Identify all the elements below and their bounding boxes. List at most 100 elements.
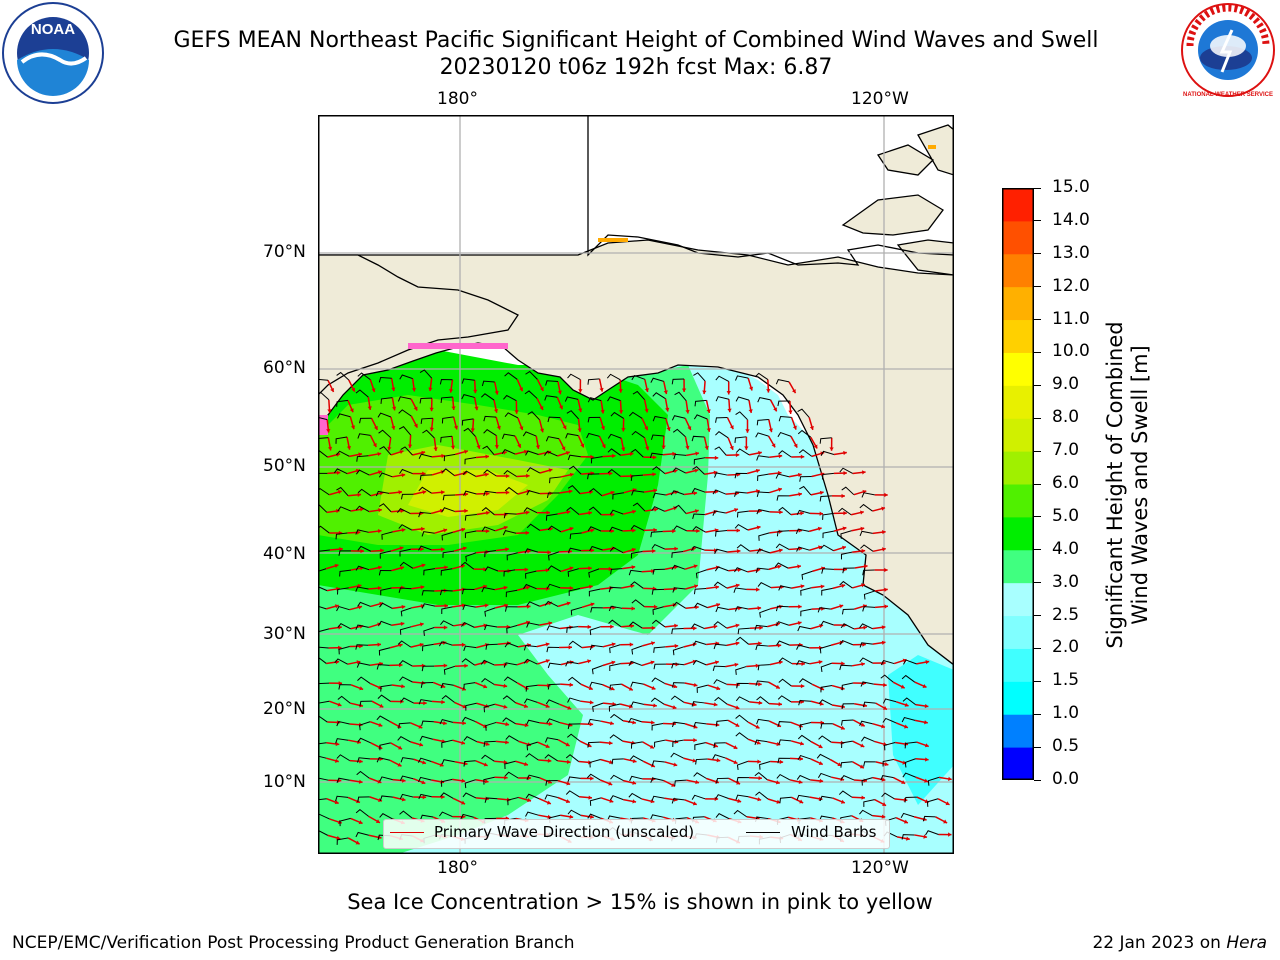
wind-barb (546, 646, 560, 653)
wind-barb (502, 530, 517, 536)
wind-barb (672, 587, 686, 593)
wind-barb (484, 624, 498, 631)
wind-barb (631, 430, 645, 439)
wind-barb (840, 551, 853, 560)
wind-barb (819, 795, 833, 802)
wind-barb (756, 508, 770, 515)
wind-barb (901, 834, 915, 840)
wind-barb (357, 601, 371, 607)
wave-arrow-head (661, 445, 666, 450)
wave-arrow-head (737, 798, 742, 803)
wave-arrow-head (906, 836, 910, 841)
wave-arrow-head (337, 702, 342, 707)
wind-barb (420, 417, 433, 424)
wind-barb (631, 599, 645, 608)
wind-barb (631, 374, 645, 381)
wave-arrow-head (611, 546, 616, 551)
wind-barb (398, 425, 412, 436)
wind-barb (734, 606, 749, 612)
wind-barb (630, 524, 645, 531)
wind-barb (567, 723, 581, 730)
colorbar-tick-label: 1.5 (1052, 670, 1080, 691)
wind-barb (523, 658, 538, 665)
wave-arrow-head (601, 444, 606, 449)
wave-arrow-head (483, 762, 488, 767)
wind-barb (483, 740, 496, 747)
wind-barb (754, 624, 768, 631)
colorbar-segment (1002, 747, 1034, 780)
wind-barb (421, 590, 435, 596)
colorbar-tick-mark (1034, 351, 1041, 353)
wind-barb (587, 397, 602, 403)
wave-arrow-head (672, 529, 676, 534)
wave-arrow-head (387, 446, 392, 451)
wave-arrow-head (443, 663, 448, 668)
wind-barb (333, 468, 348, 475)
wave-arrow-head (611, 453, 616, 459)
wind-barb (501, 449, 516, 455)
wind-barb (481, 586, 495, 593)
wave-arrow-head (608, 471, 613, 476)
wind-barb (672, 428, 686, 438)
wind-barb (567, 697, 581, 703)
wind-barb (398, 524, 412, 531)
wave-arrow-head (704, 445, 709, 450)
wave-arrow-head (695, 779, 699, 785)
wind-barb (526, 622, 540, 628)
wind-barb (926, 798, 939, 807)
wave-arrow-head (758, 641, 762, 646)
wind-barb (357, 545, 372, 552)
wind-barb (650, 814, 664, 820)
wave-arrow-head (397, 762, 402, 767)
wave-arrow-head (809, 426, 814, 430)
wave-arrow-head (632, 509, 636, 514)
wind-barb (650, 377, 664, 383)
wind-barb (757, 473, 769, 481)
wave-arrow-head (599, 387, 604, 392)
wind-barb (654, 739, 666, 748)
wind-barb (713, 679, 727, 685)
wave-arrow-head (461, 778, 466, 783)
wave-arrow-head (882, 802, 887, 806)
wind-barb (379, 550, 392, 559)
wind-barb (651, 506, 665, 512)
wave-arrow-head (413, 423, 418, 428)
wind-barb (671, 627, 684, 634)
wind-barb (755, 432, 769, 438)
wave-arrow-head (461, 603, 466, 608)
wave-arrow-head (399, 449, 404, 455)
wind-barb (590, 456, 603, 464)
wave-arrow-head (651, 568, 655, 574)
wave-arrow-head (653, 527, 657, 533)
colorbar-title-line1: Significant Height of Combined (1103, 321, 1127, 649)
wind-barb (506, 552, 518, 561)
wave-arrow-head (590, 776, 594, 781)
wind-barb (318, 742, 327, 745)
colorbar-tick-label: 15.0 (1052, 177, 1090, 197)
wave-arrow-head (758, 775, 762, 781)
wind-barb (547, 416, 561, 423)
wave-arrow-head (464, 663, 468, 668)
wave-arrow-head (464, 492, 469, 497)
wave-arrow-head (924, 720, 928, 725)
lon-label-top-120w: 120°W (851, 89, 909, 109)
wind-barb (423, 627, 435, 636)
wave-arrow-head (621, 428, 626, 432)
wind-barb (566, 626, 579, 633)
colorbar-tick-mark (1034, 417, 1041, 419)
wind-barb (504, 771, 519, 779)
wind-barb (778, 585, 792, 591)
wave-arrow-head (696, 528, 700, 534)
wind-barb (695, 569, 708, 579)
wind-barb (380, 397, 393, 404)
wind-barb (778, 739, 792, 745)
wind-barb (628, 411, 643, 419)
wave-arrow-head (632, 780, 637, 785)
wind-barb (461, 378, 475, 384)
wave-arrow-head (461, 740, 466, 745)
wind-barb (608, 605, 623, 612)
wind-barb (735, 448, 750, 456)
wind-barb (632, 502, 646, 512)
wind-barb (376, 757, 391, 763)
wave-arrow-head (695, 451, 699, 456)
